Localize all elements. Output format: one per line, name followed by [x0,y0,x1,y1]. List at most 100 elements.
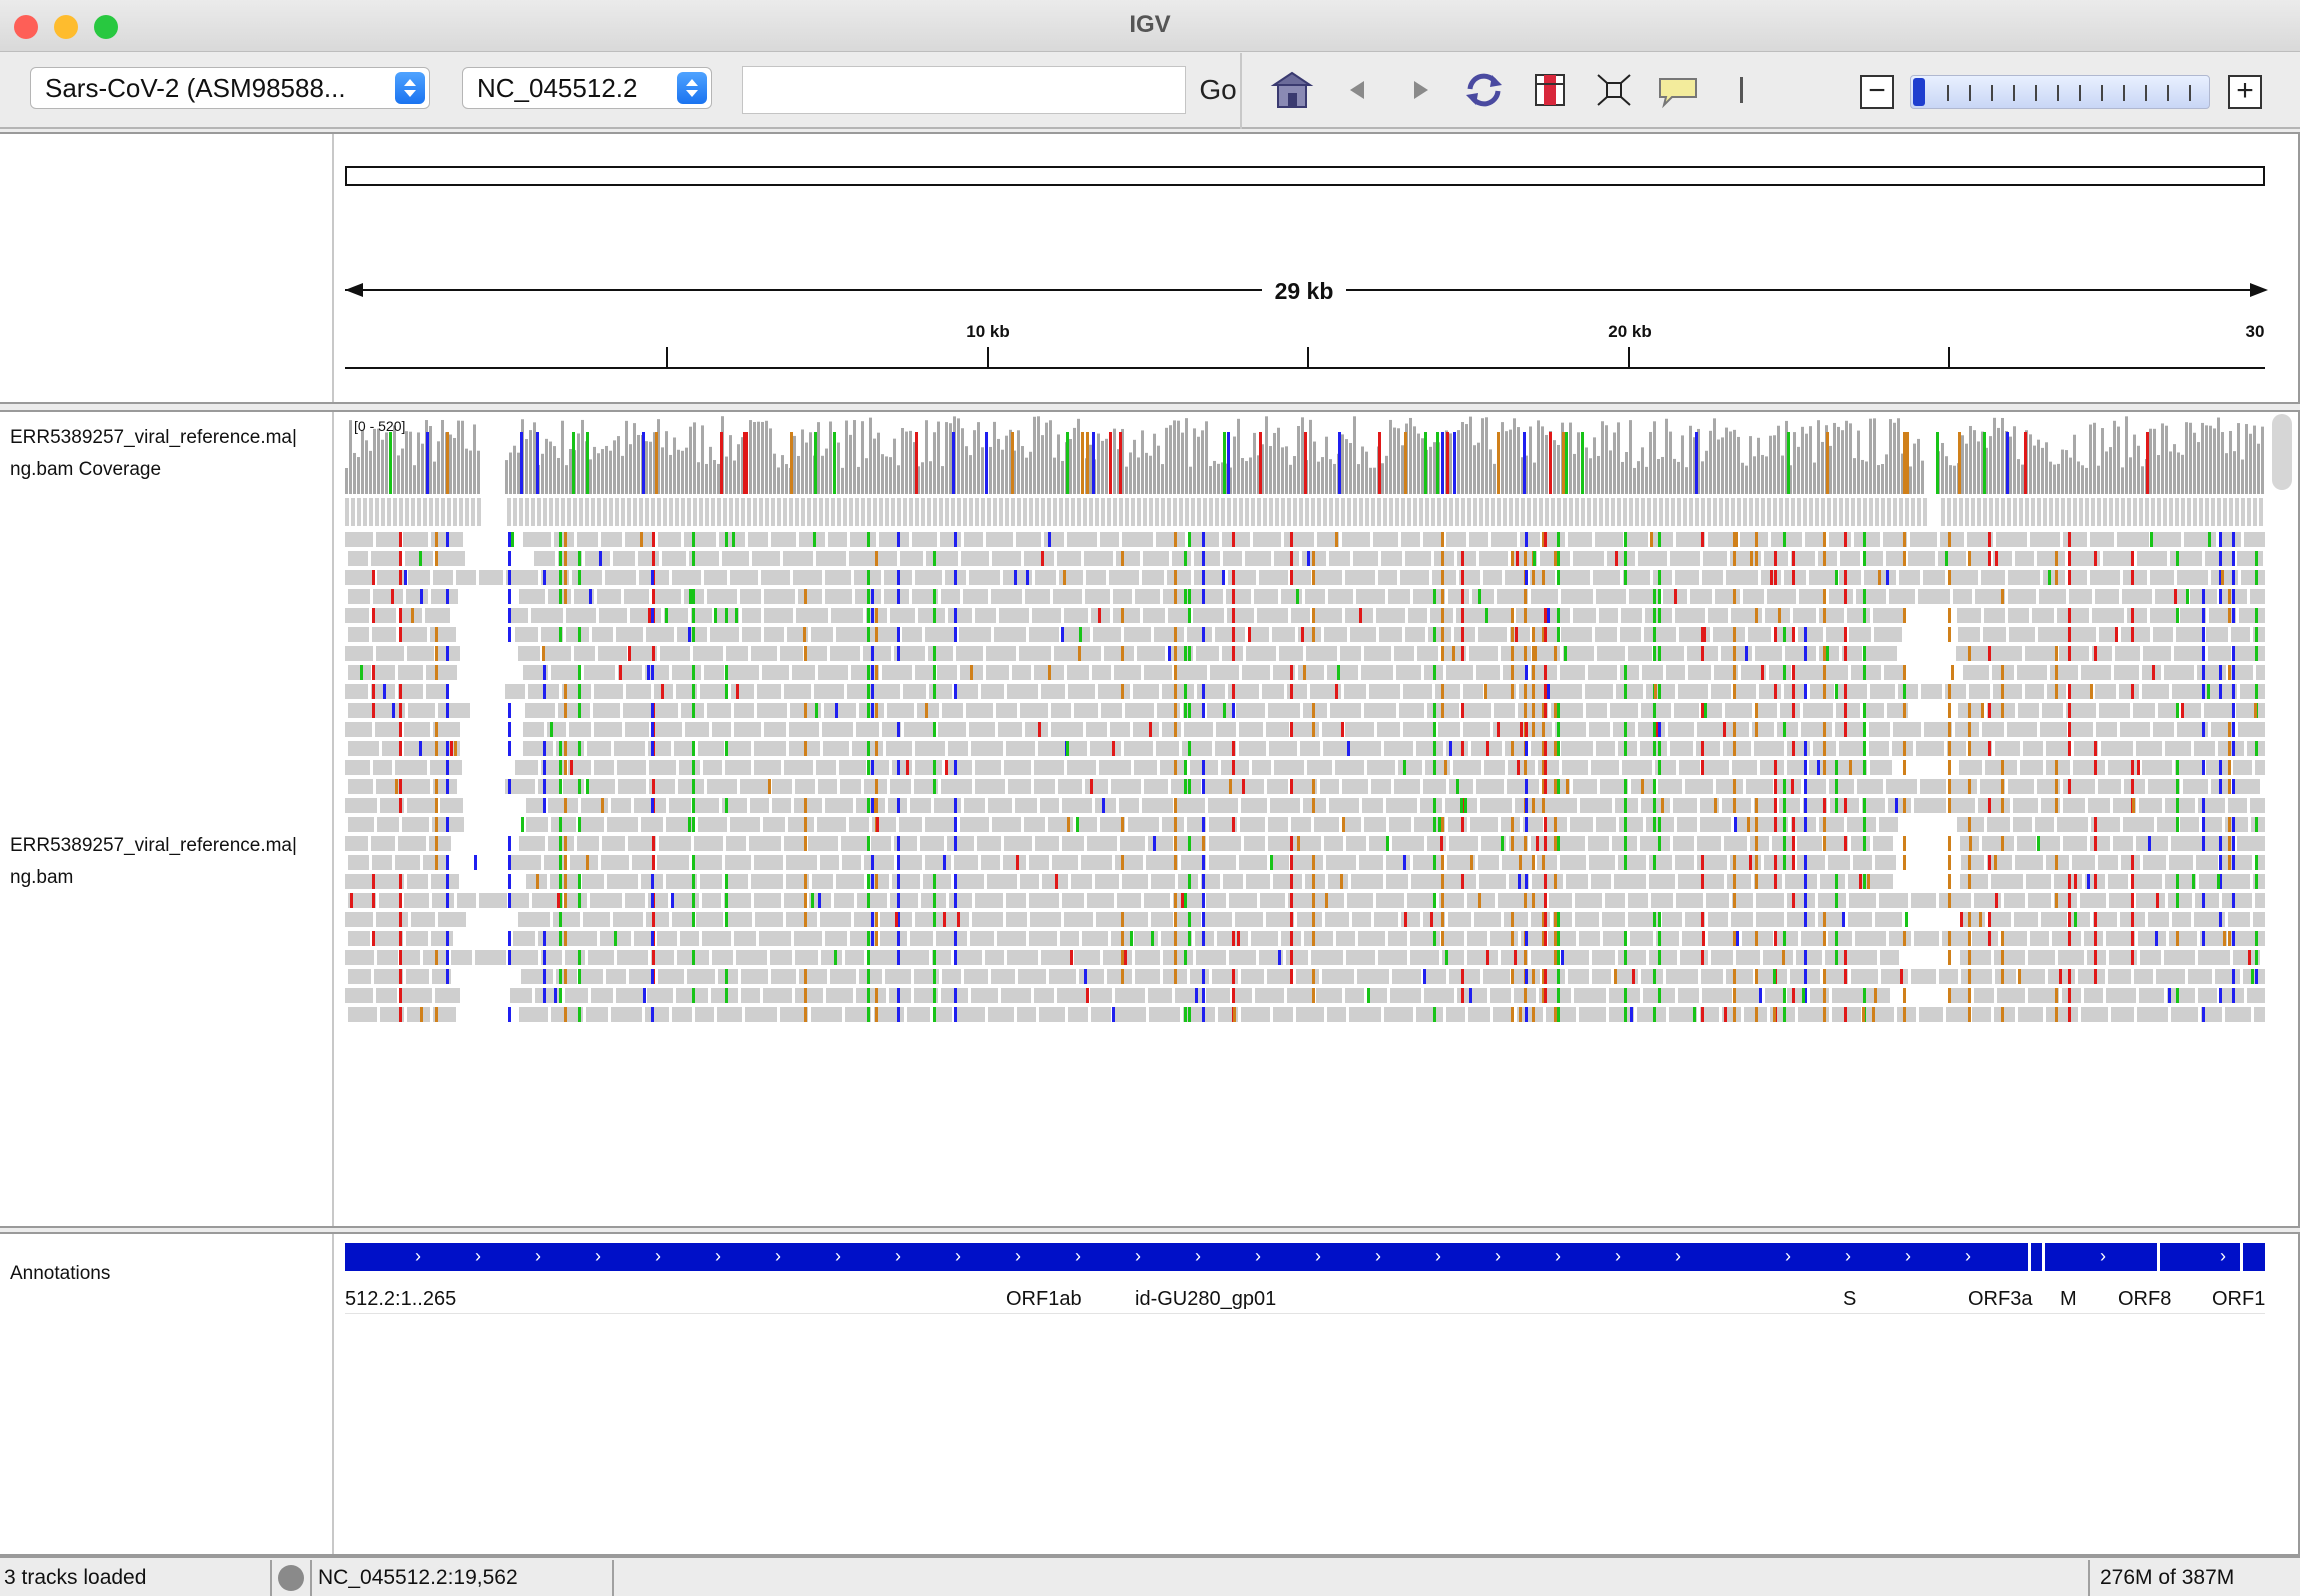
read-mismatch [2181,703,2184,718]
gene-label[interactable]: id-GU280_gp01 [1135,1288,1277,1310]
forward-icon[interactable] [1398,69,1442,111]
roi-icon[interactable] [1528,69,1572,111]
popup-info-icon[interactable] [1656,69,1700,111]
ruler-data-panel[interactable] [345,136,2265,400]
refresh-icon[interactable] [1462,69,1506,111]
read-alignment [2079,498,2083,526]
gene-label[interactable]: S [1843,1288,1857,1310]
read-alignment [1100,817,1125,832]
read-mismatch [508,589,511,604]
read-mismatch [564,741,567,756]
coverage-track-name-line2[interactable]: ng.bam Coverage [10,459,162,480]
read-mismatch [1704,703,1707,718]
gene-label[interactable]: ORF3a [1968,1288,2033,1310]
close-window-button[interactable] [14,15,38,39]
coverage-bar [1273,432,1276,494]
annotations-track-name[interactable]: Annotations [10,1263,111,1284]
read-alignment [845,950,864,965]
alignment-view[interactable] [345,412,2290,1226]
read-alignment [1771,532,1802,547]
coverage-track-name-line1[interactable]: ERR5389257_viral_reference.ma| [10,427,297,448]
fit-to-window-icon[interactable] [1592,69,1636,111]
gene-label[interactable]: M [2060,1288,2077,1310]
read-mismatch [1844,1007,1847,1022]
read-alignment [1960,874,1988,889]
chromosome-select[interactable]: NC_045512.2 [462,67,712,109]
read-mismatch [2068,722,2071,737]
read-alignment [725,874,748,889]
read-alignment [1377,722,1400,737]
read-alignment [1483,570,1502,585]
coverage-bar [1677,461,1680,494]
read-alignment [1942,931,1969,946]
ruler-line-icon[interactable] [1720,69,1764,111]
annotation-data-panel[interactable] [345,1234,2265,1554]
read-mismatch [897,570,900,585]
read-mismatch [1844,589,1847,604]
read-mismatch [1188,779,1191,794]
read-alignment [602,836,625,851]
read-mismatch [1312,722,1315,737]
read-alignment [1758,817,1788,832]
coverage-bar [1385,455,1388,494]
gene-label[interactable]: ORF1ab [1006,1288,1082,1310]
locus-search-input[interactable] [742,66,1186,114]
read-alignment [453,498,457,526]
zoom-slider[interactable] [1910,75,2210,109]
zoom-window-button[interactable] [94,15,118,39]
alignment-track-name-line1[interactable]: ERR5389257_viral_reference.ma| [10,835,297,856]
read-alignment [910,931,933,946]
gene-label[interactable]: 512.2:1..265 [345,1288,457,1310]
coverage-bar [1373,467,1376,494]
read-mismatch [399,798,402,813]
read-alignment [1449,779,1473,794]
read-alignment [825,498,829,526]
read-alignment [1148,988,1172,1003]
read-alignment [2013,498,2017,526]
read-mismatch [933,874,936,889]
read-mismatch [543,760,546,775]
read-mismatch [692,684,695,699]
read-alignment [1029,498,1033,526]
gene-label[interactable]: ORF8 [2118,1288,2172,1310]
read-mismatch [1312,874,1315,889]
read-alignment [1019,646,1051,661]
gene-feature-bar[interactable] [345,1243,2265,1271]
alignment-scrollbar[interactable] [2272,414,2292,490]
read-mismatch [1804,893,1807,908]
coverage-bar [973,430,976,494]
strand-chevron-icon: › [535,1246,541,1266]
gene-label[interactable]: ORF1 [2212,1288,2266,1310]
read-alignment [1735,988,1762,1003]
read-mismatch [2221,570,2224,585]
read-alignment [1975,589,2005,604]
read-mismatch [2202,589,2205,604]
back-icon[interactable] [1336,69,1380,111]
genome-select[interactable]: Sars-CoV-2 (ASM98588... [30,67,430,109]
read-mismatch [2232,703,2235,718]
home-icon[interactable] [1270,69,1314,111]
minimize-window-button[interactable] [54,15,78,39]
read-mismatch [1202,874,1205,889]
read-mismatch [933,551,936,566]
read-alignment [811,1007,842,1022]
alignment-track-name-line2[interactable]: ng.bam [10,867,74,888]
read-alignment [1233,498,1237,526]
go-button[interactable]: Go [1199,74,1237,105]
read-mismatch [1903,1007,1906,1022]
read-alignment [1561,627,1592,642]
zoom-in-button[interactable]: + [2228,75,2262,109]
read-alignment [915,912,943,927]
read-alignment [375,703,405,718]
read-alignment [1259,950,1283,965]
alignment-data-panel[interactable] [345,412,2290,1226]
zoom-out-button[interactable]: − [1860,75,1894,109]
chromosome-ideogram[interactable] [345,166,2265,186]
read-alignment [2150,608,2177,623]
read-alignment [2057,817,2088,832]
zoom-slider-thumb[interactable] [1913,78,1925,106]
read-alignment [1254,589,1278,604]
read-alignment [710,627,739,642]
coverage-bar [1997,427,2000,494]
read-mismatch [399,988,402,1003]
